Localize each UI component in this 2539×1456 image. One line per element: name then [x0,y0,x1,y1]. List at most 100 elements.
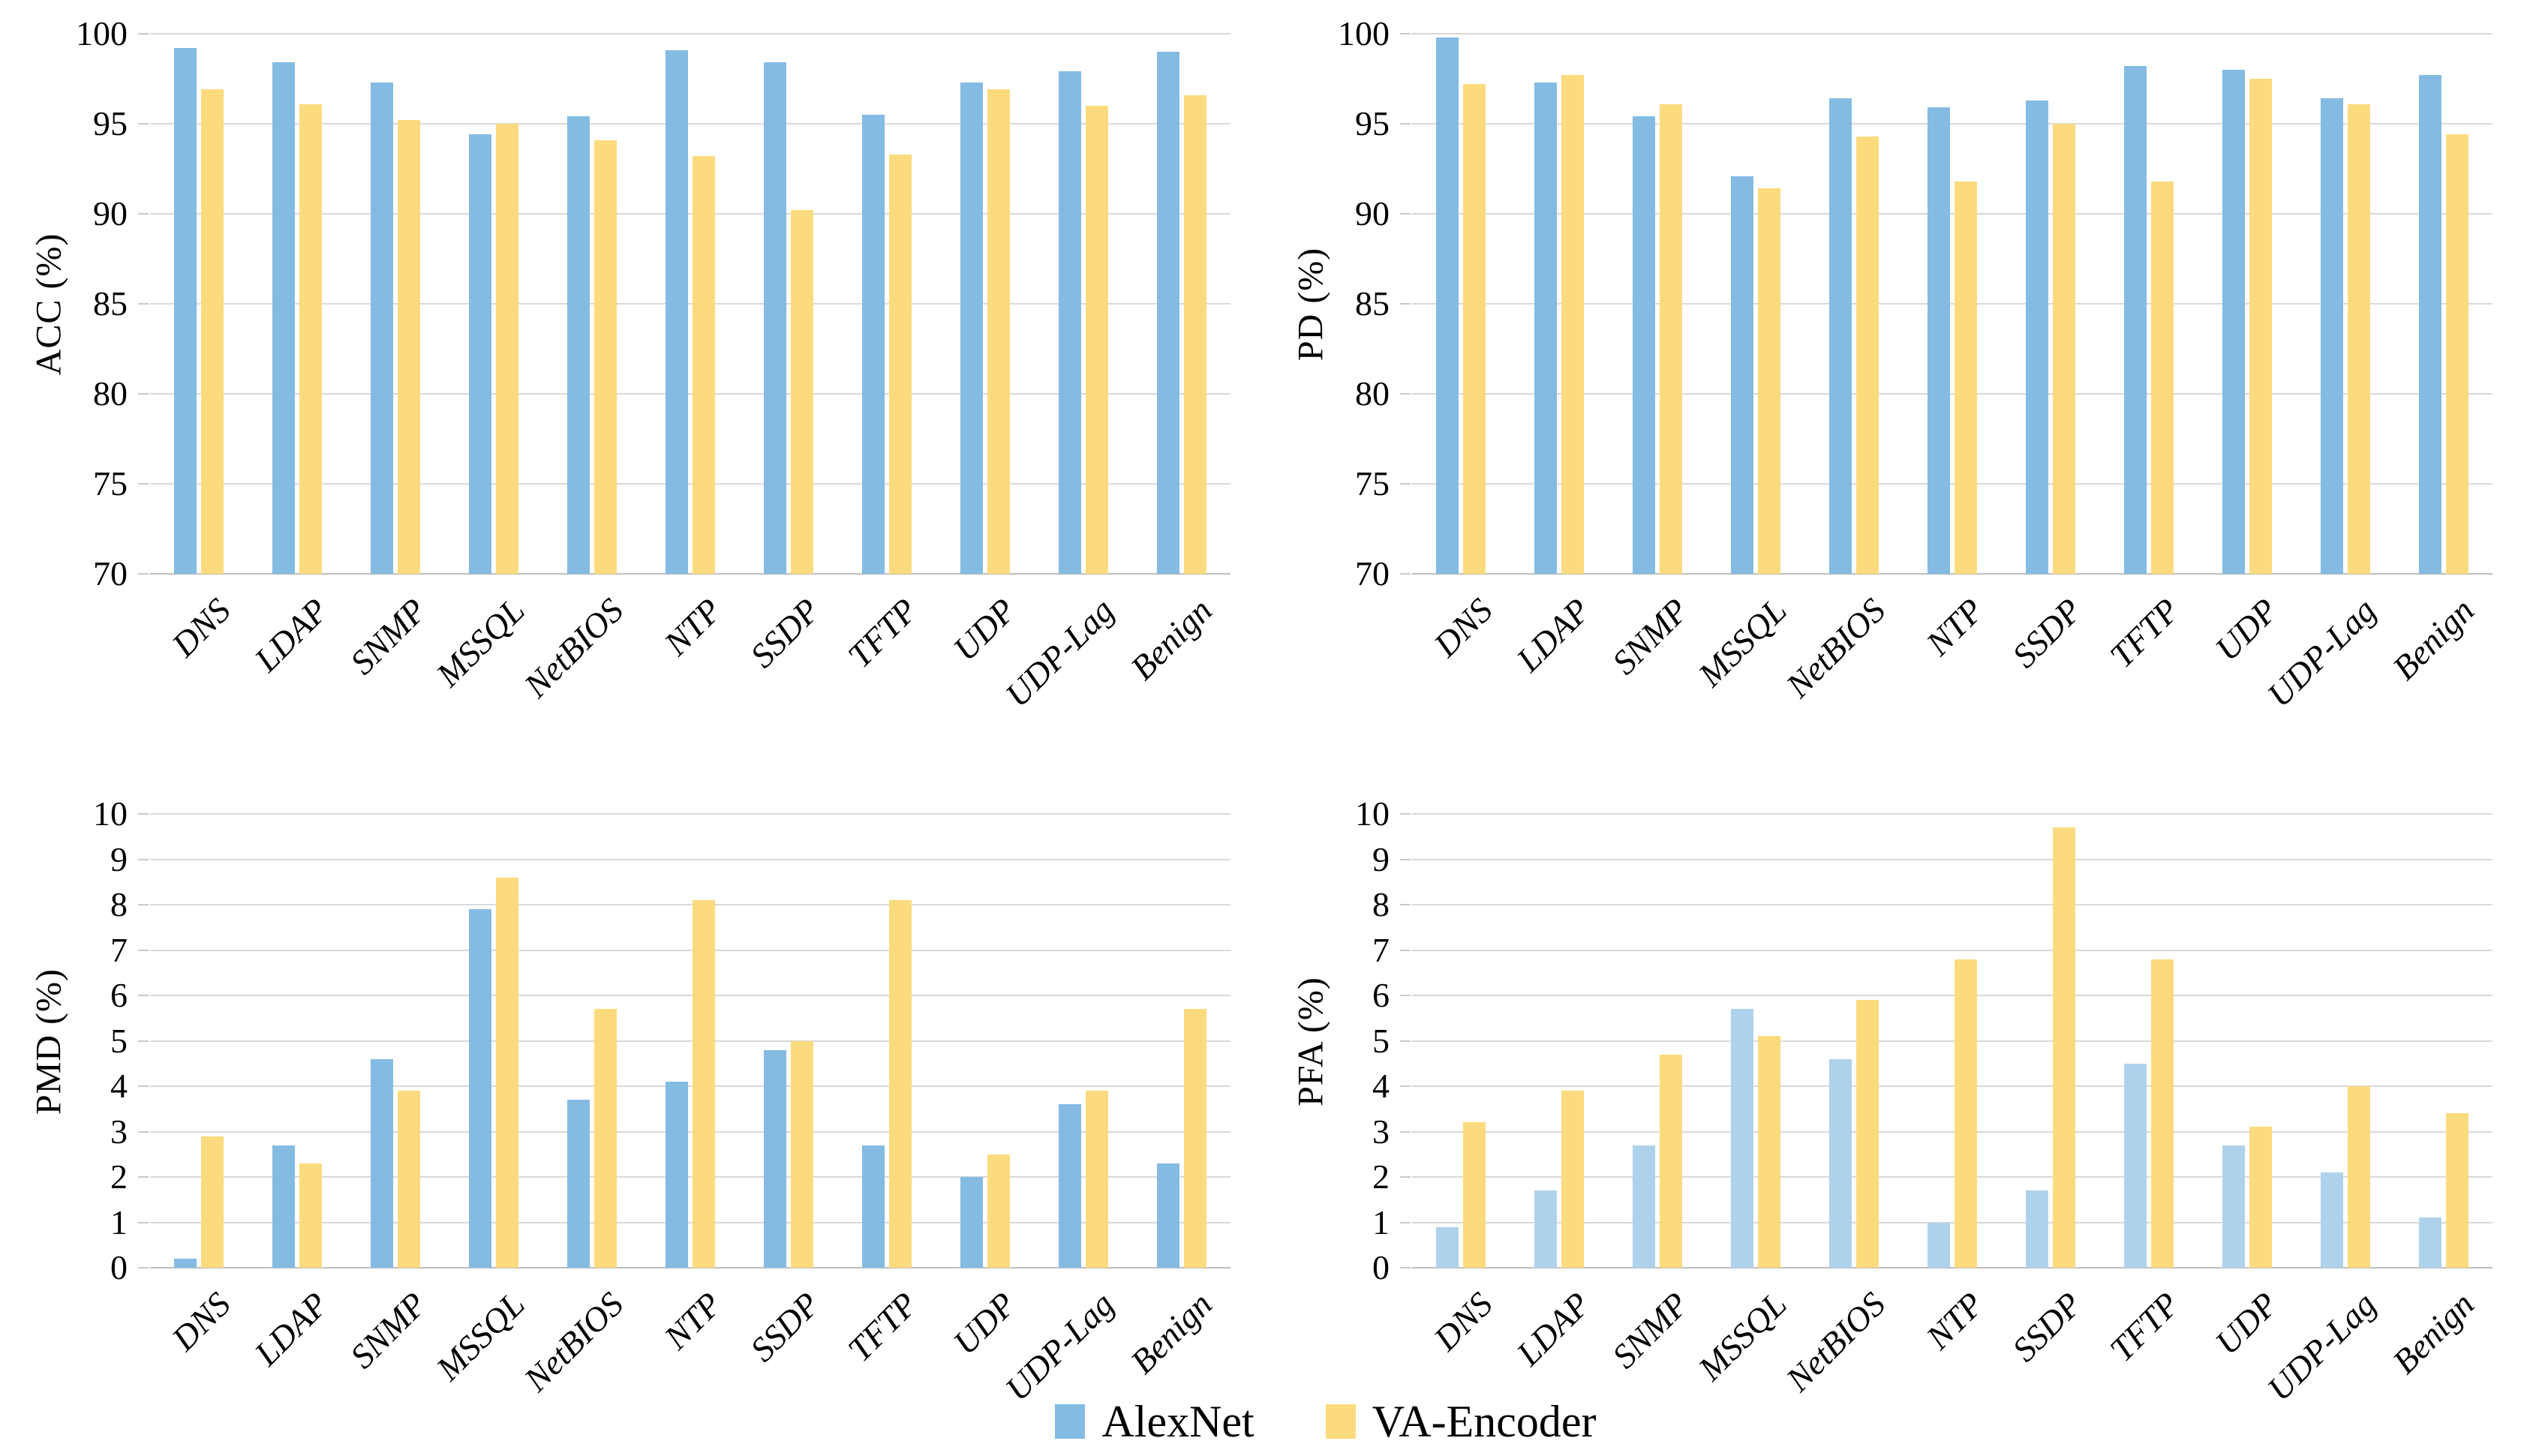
y-ticklabel-1: 1 [1372,1202,1390,1241]
x-ticklabel-netbios: NetBIOS [1778,1284,1892,1399]
y-ticklabel-6: 6 [110,976,128,1014]
gridline-y-85 [1412,303,2492,305]
bar-alexnet-tftp [2123,1063,2147,1268]
bar-alexnet-netbios [567,116,590,574]
bar-alexnet-mssql [469,909,492,1268]
y-tickmark-85 [1400,303,1411,305]
gridline-y-85 [150,303,1230,305]
bar-alexnet-udp [960,1177,983,1268]
y-tickmark-10 [138,813,149,815]
y-tickmark-70 [138,573,149,575]
gridline-y-80 [1412,393,2492,395]
bar-alexnet-benign [2418,75,2441,574]
bar-va-encoder-ntp [693,156,715,574]
y-tickmark-5 [1400,1040,1411,1042]
x-ticklabel-netbios: NetBIOS [516,1284,630,1399]
gridline-y-75 [1412,483,2492,485]
bar-alexnet-mssql [469,134,492,574]
y-tickmark-2 [138,1176,149,1178]
x-ticklabel-udp-lag: UDP-Lag [2260,590,2384,715]
x-ticklabel-udp: UDP [2207,1284,2285,1362]
chart-pfa: PFA (%) 0 1 2 3 4 5 6 7 8 9 10 DNS LDAP SNMP MSSQL NetB… [1270,728,2539,1408]
x-ticklabel-ldap: LDAP [1509,1284,1598,1373]
y-tickmark-95 [1400,123,1411,125]
y-tickmark-10 [1400,813,1411,815]
bar-alexnet-benign [1156,1163,1179,1268]
gridline-y-5 [150,1040,1230,1042]
y-ticklabel-70: 70 [1355,554,1390,593]
legend-item-va-encoder: VA-Encoder [1325,1397,1597,1446]
x-ticklabel-snmp: SNMP [1605,1284,1696,1376]
bar-va-encoder-ldap [1561,1091,1585,1268]
bar-va-encoder-benign [2445,1113,2468,1268]
bar-alexnet-snmp [371,82,394,574]
bar-alexnet-ldap [1534,82,1558,574]
y-ticklabel-8: 8 [110,885,128,923]
y-tickmark-0 [138,1267,149,1268]
legend-swatch-alexnet [1055,1404,1086,1439]
bar-alexnet-mssql [1731,176,1754,574]
y-ticklabel-6: 6 [1372,976,1390,1014]
chart-pmd: PMD (%) 0 1 2 3 4 5 6 7 8 9 10 DNS LDAP SNMP MSSQL NetB… [0,728,1270,1408]
bar-va-encoder-snmp [1660,1054,1683,1268]
y-ticklabel-70: 70 [93,554,128,593]
gridline-y-5 [1412,1040,2492,1042]
y-axis-title-pfa: PFA (%) [1291,976,1331,1106]
bar-va-encoder-benign [1183,95,1206,574]
y-axis-title-acc: ACC (%) [29,233,69,376]
x-ticklabel-ldap: LDAP [1509,590,1598,680]
y-tickmark-7 [138,949,149,951]
gridline-y-4 [150,1085,1230,1087]
y-axis-title-pd: PD (%) [1291,247,1331,362]
bar-va-encoder-netbios [1856,136,1879,574]
bar-alexnet-dns [174,48,197,574]
gridline-y-2 [1412,1176,2492,1178]
bar-va-encoder-dns [201,89,224,574]
bar-alexnet-snmp [371,1058,394,1268]
bar-alexnet-ntp [666,50,688,574]
y-ticklabel-5: 5 [110,1021,128,1060]
bar-va-encoder-mssql [1758,1036,1781,1268]
x-ticklabel-mssql: MSSQL [428,590,532,694]
bar-alexnet-tftp [861,1145,885,1268]
y-tickmark-9 [1400,858,1411,860]
y-tickmark-75 [1400,483,1411,485]
y-ticklabel-95: 95 [93,104,128,143]
bar-va-encoder-dns [1463,1122,1486,1268]
y-tickmark-6 [138,995,149,996]
y-ticklabel-3: 3 [1372,1112,1390,1151]
y-tickmark-0 [1400,1267,1411,1268]
x-ticklabel-udp: UDP [945,590,1023,668]
x-ticklabel-dns: DNS [1426,1284,1500,1358]
bar-va-encoder-tftp [2150,959,2174,1268]
y-tickmark-5 [138,1040,149,1042]
x-ticklabel-dns: DNS [1426,590,1500,665]
x-ticklabel-ntp: NTP [1919,1284,1991,1357]
bar-va-encoder-ldap [1561,75,1585,574]
bar-alexnet-udp-lag [1058,1104,1081,1268]
y-ticklabel-10: 10 [1355,794,1390,833]
gridline-y-3 [1412,1130,2492,1133]
bar-alexnet-netbios [1829,98,1852,574]
y-tickmark-100 [138,33,149,35]
y-tickmark-90 [138,213,149,215]
gridline-y-9 [150,858,1230,860]
gridline-y-75 [150,483,1230,485]
bar-alexnet-ssdp [763,62,786,574]
x-ticklabel-mssql: MSSQL [428,1284,532,1388]
y-tickmark-70 [1400,573,1411,575]
bar-alexnet-netbios [1829,1058,1852,1268]
bar-alexnet-ntp [1928,107,1950,574]
bar-alexnet-tftp [2123,66,2147,574]
gridline-y-8 [150,904,1230,905]
gridline-y-10 [1412,813,2492,815]
bar-alexnet-ldap [1534,1190,1558,1268]
gridline-y-7 [1412,949,2492,951]
gridline-y-6 [150,995,1230,996]
y-ticklabel-7: 7 [110,930,128,969]
legend-swatch-va-encoder [1325,1404,1356,1439]
x-ticklabel-dns: DNS [164,1284,238,1358]
gridline-y-95 [150,123,1230,125]
y-ticklabel-90: 90 [93,194,128,233]
